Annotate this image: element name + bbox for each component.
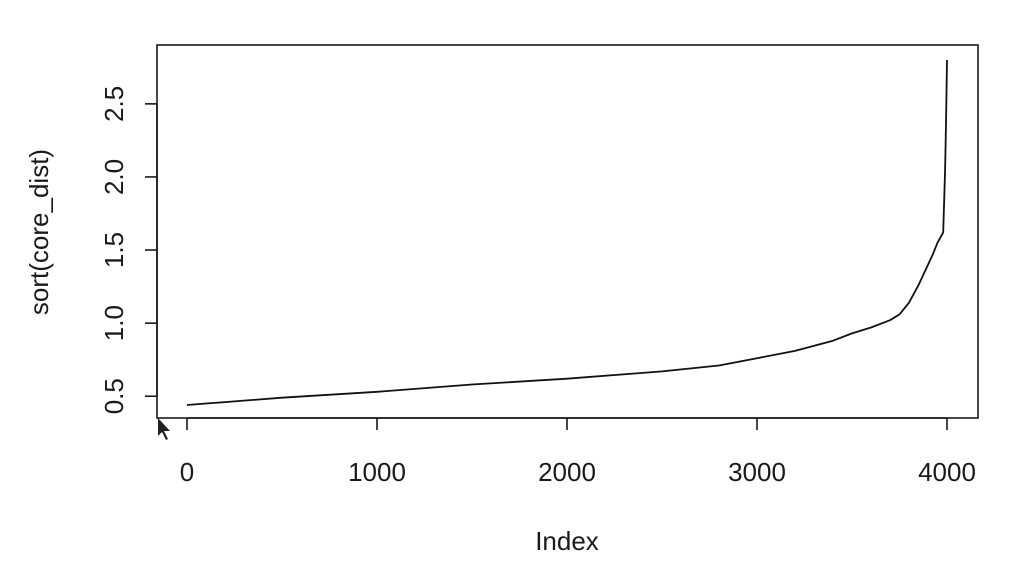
y-tick-label: 0.5 bbox=[99, 378, 129, 414]
mouse-cursor-icon bbox=[158, 418, 170, 440]
x-tick-label: 1000 bbox=[348, 457, 406, 487]
x-tick-label: 0 bbox=[180, 457, 194, 487]
y-tick-label: 1.5 bbox=[99, 232, 129, 268]
x-axis-label: Index bbox=[535, 526, 599, 556]
y-tick-label: 2.0 bbox=[99, 159, 129, 195]
x-tick-label: 2000 bbox=[538, 457, 596, 487]
y-tick-label: 1.0 bbox=[99, 305, 129, 341]
series-line bbox=[186, 59, 948, 406]
series-layer bbox=[186, 59, 948, 406]
y-axis: 0.5 1.0 1.5 2.0 2.5 bbox=[99, 86, 158, 414]
plot-area bbox=[156, 44, 979, 419]
x-tick-label: 3000 bbox=[728, 457, 786, 487]
y-tick-label: 2.5 bbox=[99, 86, 129, 122]
y-axis-label: sort(core_dist) bbox=[24, 149, 54, 315]
x-axis: 0 1000 2000 3000 4000 bbox=[180, 417, 976, 487]
x-tick-label: 4000 bbox=[918, 457, 976, 487]
plot-frame bbox=[156, 44, 979, 419]
